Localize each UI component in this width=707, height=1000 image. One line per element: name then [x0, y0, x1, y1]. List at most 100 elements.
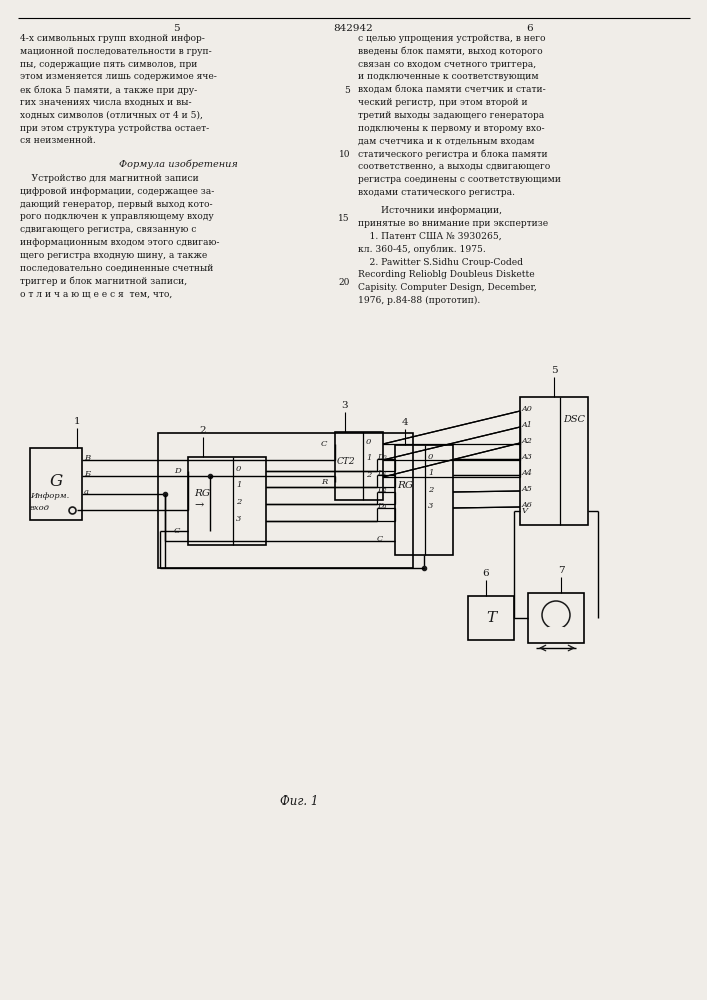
Text: 1976, р.84-88 (прототип).: 1976, р.84-88 (прототип). [358, 296, 480, 305]
Text: 7: 7 [558, 566, 564, 575]
Text: D₂: D₂ [377, 486, 387, 494]
Text: 6: 6 [483, 569, 489, 578]
Text: соответственно, а выходы сдвигающего: соответственно, а выходы сдвигающего [358, 162, 550, 171]
Text: ся неизменной.: ся неизменной. [20, 136, 95, 145]
Text: 20: 20 [339, 278, 350, 287]
Text: входам блока памяти счетчик и стати-: входам блока памяти счетчик и стати- [358, 85, 546, 94]
Bar [548, 627, 564, 641]
Bar [30, 448, 82, 520]
Text: ческий регистр, при этом второй и: ческий регистр, при этом второй и [358, 98, 527, 107]
Text: цифровой информации, содержащее за-: цифровой информации, содержащее за- [20, 187, 214, 196]
Text: пы, содержащие пять символов, при: пы, содержащие пять символов, при [20, 60, 197, 69]
Text: C: C [377, 535, 383, 543]
Text: Фиг. 1: Фиг. 1 [280, 795, 318, 808]
Text: D₀: D₀ [377, 453, 387, 461]
Text: A2: A2 [522, 437, 533, 445]
Text: ек блока 5 памяти, а также при дру-: ек блока 5 памяти, а также при дру- [20, 85, 197, 95]
Text: 2. Pawitter S.Sidhu Croup-Coded: 2. Pawitter S.Sidhu Croup-Coded [358, 258, 523, 267]
Text: 5: 5 [551, 366, 557, 375]
Ellipse shape [542, 601, 570, 629]
Text: связан со входом счетного триггера,: связан со входом счетного триггера, [358, 60, 536, 69]
Text: D₃: D₃ [377, 502, 387, 510]
Text: A1: A1 [522, 421, 533, 429]
Text: T: T [486, 611, 496, 625]
Text: 0: 0 [428, 453, 433, 461]
Text: статического регистра и блока памяти: статического регистра и блока памяти [358, 149, 548, 159]
Text: ходных символов (отличных от 4 и 5),: ходных символов (отличных от 4 и 5), [20, 111, 203, 120]
Text: входами статического регистра.: входами статического регистра. [358, 188, 515, 197]
Text: Recording Relioblg Doubleus Diskette: Recording Relioblg Doubleus Diskette [358, 270, 534, 279]
Text: D: D [174, 467, 181, 475]
Text: 0: 0 [236, 465, 241, 473]
Text: CT2: CT2 [337, 458, 356, 466]
Text: 4: 4 [402, 418, 409, 427]
Bar [520, 397, 588, 525]
Text: G: G [49, 474, 63, 490]
Text: 4-х символьных групп входной инфор-: 4-х символьных групп входной инфор- [20, 34, 205, 43]
Text: A0: A0 [522, 405, 533, 413]
Text: 1: 1 [428, 469, 433, 477]
Text: 6: 6 [527, 24, 533, 33]
Text: Формула изобретения: Формула изобретения [119, 159, 238, 169]
Text: Информ.: Информ. [30, 492, 69, 500]
Text: о т л и ч а ю щ е е с я  тем, что,: о т л и ч а ю щ е е с я тем, что, [20, 289, 173, 298]
Text: Источники информации,: Источники информации, [358, 206, 502, 215]
Text: мационной последовательности в груп-: мационной последовательности в груп- [20, 47, 212, 56]
Text: C: C [174, 527, 180, 535]
Text: R: R [321, 478, 327, 486]
Text: этом изменяется лишь содержимое яче-: этом изменяется лишь содержимое яче- [20, 72, 217, 81]
Text: и подключенные к соответствующим: и подключенные к соответствующим [358, 72, 539, 81]
Text: 5: 5 [344, 86, 350, 95]
Text: с целью упрощения устройства, в него: с целью упрощения устройства, в него [358, 34, 546, 43]
Text: введены блок памяти, выход которого: введены блок памяти, выход которого [358, 47, 543, 56]
Bar [188, 457, 266, 545]
Text: третий выходы задающего генератора: третий выходы задающего генератора [358, 111, 544, 120]
Text: при этом структура устройства остает-: при этом структура устройства остает- [20, 124, 209, 133]
Text: C: C [321, 440, 327, 448]
Text: 1: 1 [366, 454, 371, 462]
Text: A4: A4 [522, 469, 533, 477]
Text: A5: A5 [522, 485, 533, 493]
Text: Б: Б [84, 470, 90, 478]
Text: 3: 3 [428, 502, 433, 510]
Text: последовательно соединенные счетный: последовательно соединенные счетный [20, 264, 214, 273]
Text: 1: 1 [74, 417, 81, 426]
Text: триггер и блок магнитной записи,: триггер и блок магнитной записи, [20, 276, 187, 286]
Text: кл. 360-45, опублик. 1975.: кл. 360-45, опублик. 1975. [358, 245, 486, 254]
Text: A6: A6 [522, 501, 533, 509]
Text: 2: 2 [236, 498, 241, 506]
Text: 0: 0 [366, 438, 371, 446]
Text: 2: 2 [199, 426, 206, 435]
Text: DSC: DSC [563, 415, 585, 424]
Bar [468, 596, 514, 640]
Bar [158, 433, 413, 568]
Text: Capisity. Computer Design, December,: Capisity. Computer Design, December, [358, 283, 537, 292]
Text: V: V [522, 507, 528, 515]
Text: а: а [84, 488, 89, 496]
Text: щего регистра входную шину, а также: щего регистра входную шину, а также [20, 251, 207, 260]
Text: регистра соединены с соответствующими: регистра соединены с соответствующими [358, 175, 561, 184]
Text: RG: RG [194, 488, 210, 497]
Text: Устройство для магнитной записи: Устройство для магнитной записи [20, 174, 199, 183]
Text: информационным входом этого сдвигаю-: информационным входом этого сдвигаю- [20, 238, 219, 247]
Text: A3: A3 [522, 453, 533, 461]
Text: 15: 15 [339, 214, 350, 223]
Text: сдвигающего регистра, связанную с: сдвигающего регистра, связанную с [20, 225, 197, 234]
Text: вход: вход [30, 504, 50, 512]
Text: 842942: 842942 [333, 24, 373, 33]
Text: 1. Патент США № 3930265,: 1. Патент США № 3930265, [358, 232, 502, 241]
Text: 1: 1 [236, 481, 241, 489]
Text: RG: RG [397, 482, 413, 490]
Text: 10: 10 [339, 150, 350, 159]
Text: 3: 3 [236, 515, 241, 523]
Bar [335, 432, 383, 500]
Text: D₁: D₁ [377, 469, 387, 477]
Text: дающий генератор, первый выход кото-: дающий генератор, первый выход кото- [20, 200, 213, 209]
Bar [395, 445, 453, 555]
Text: 3: 3 [341, 401, 349, 410]
Text: принятые во внимание при экспертизе: принятые во внимание при экспертизе [358, 219, 548, 228]
Text: 2: 2 [366, 471, 371, 479]
Bar [528, 593, 584, 643]
Text: дам счетчика и к отдельным входам: дам счетчика и к отдельным входам [358, 136, 534, 145]
Text: рого подключен к управляющему входу: рого подключен к управляющему входу [20, 212, 214, 221]
